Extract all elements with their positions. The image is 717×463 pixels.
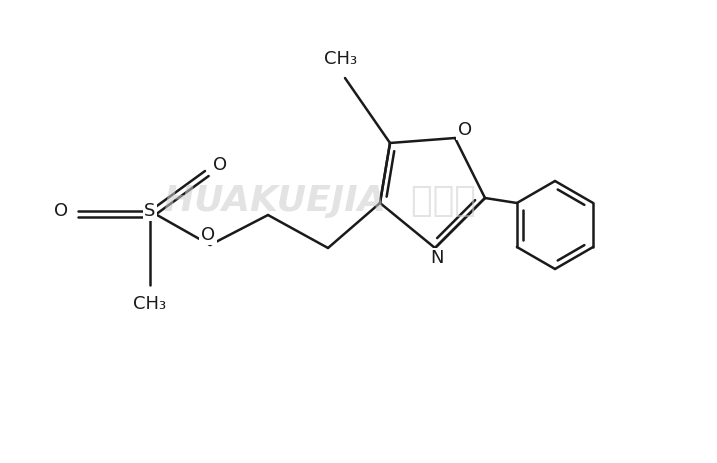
Text: CH₃: CH₃ (133, 295, 166, 313)
Text: N: N (430, 249, 444, 267)
Text: O: O (458, 121, 472, 139)
Text: O: O (54, 202, 68, 220)
Text: O: O (213, 156, 227, 174)
Text: S: S (144, 202, 156, 220)
Text: CH₃: CH₃ (324, 50, 358, 68)
Text: O: O (201, 226, 215, 244)
Text: HUAKUEJIA  化学加: HUAKUEJIA 化学加 (164, 184, 476, 218)
